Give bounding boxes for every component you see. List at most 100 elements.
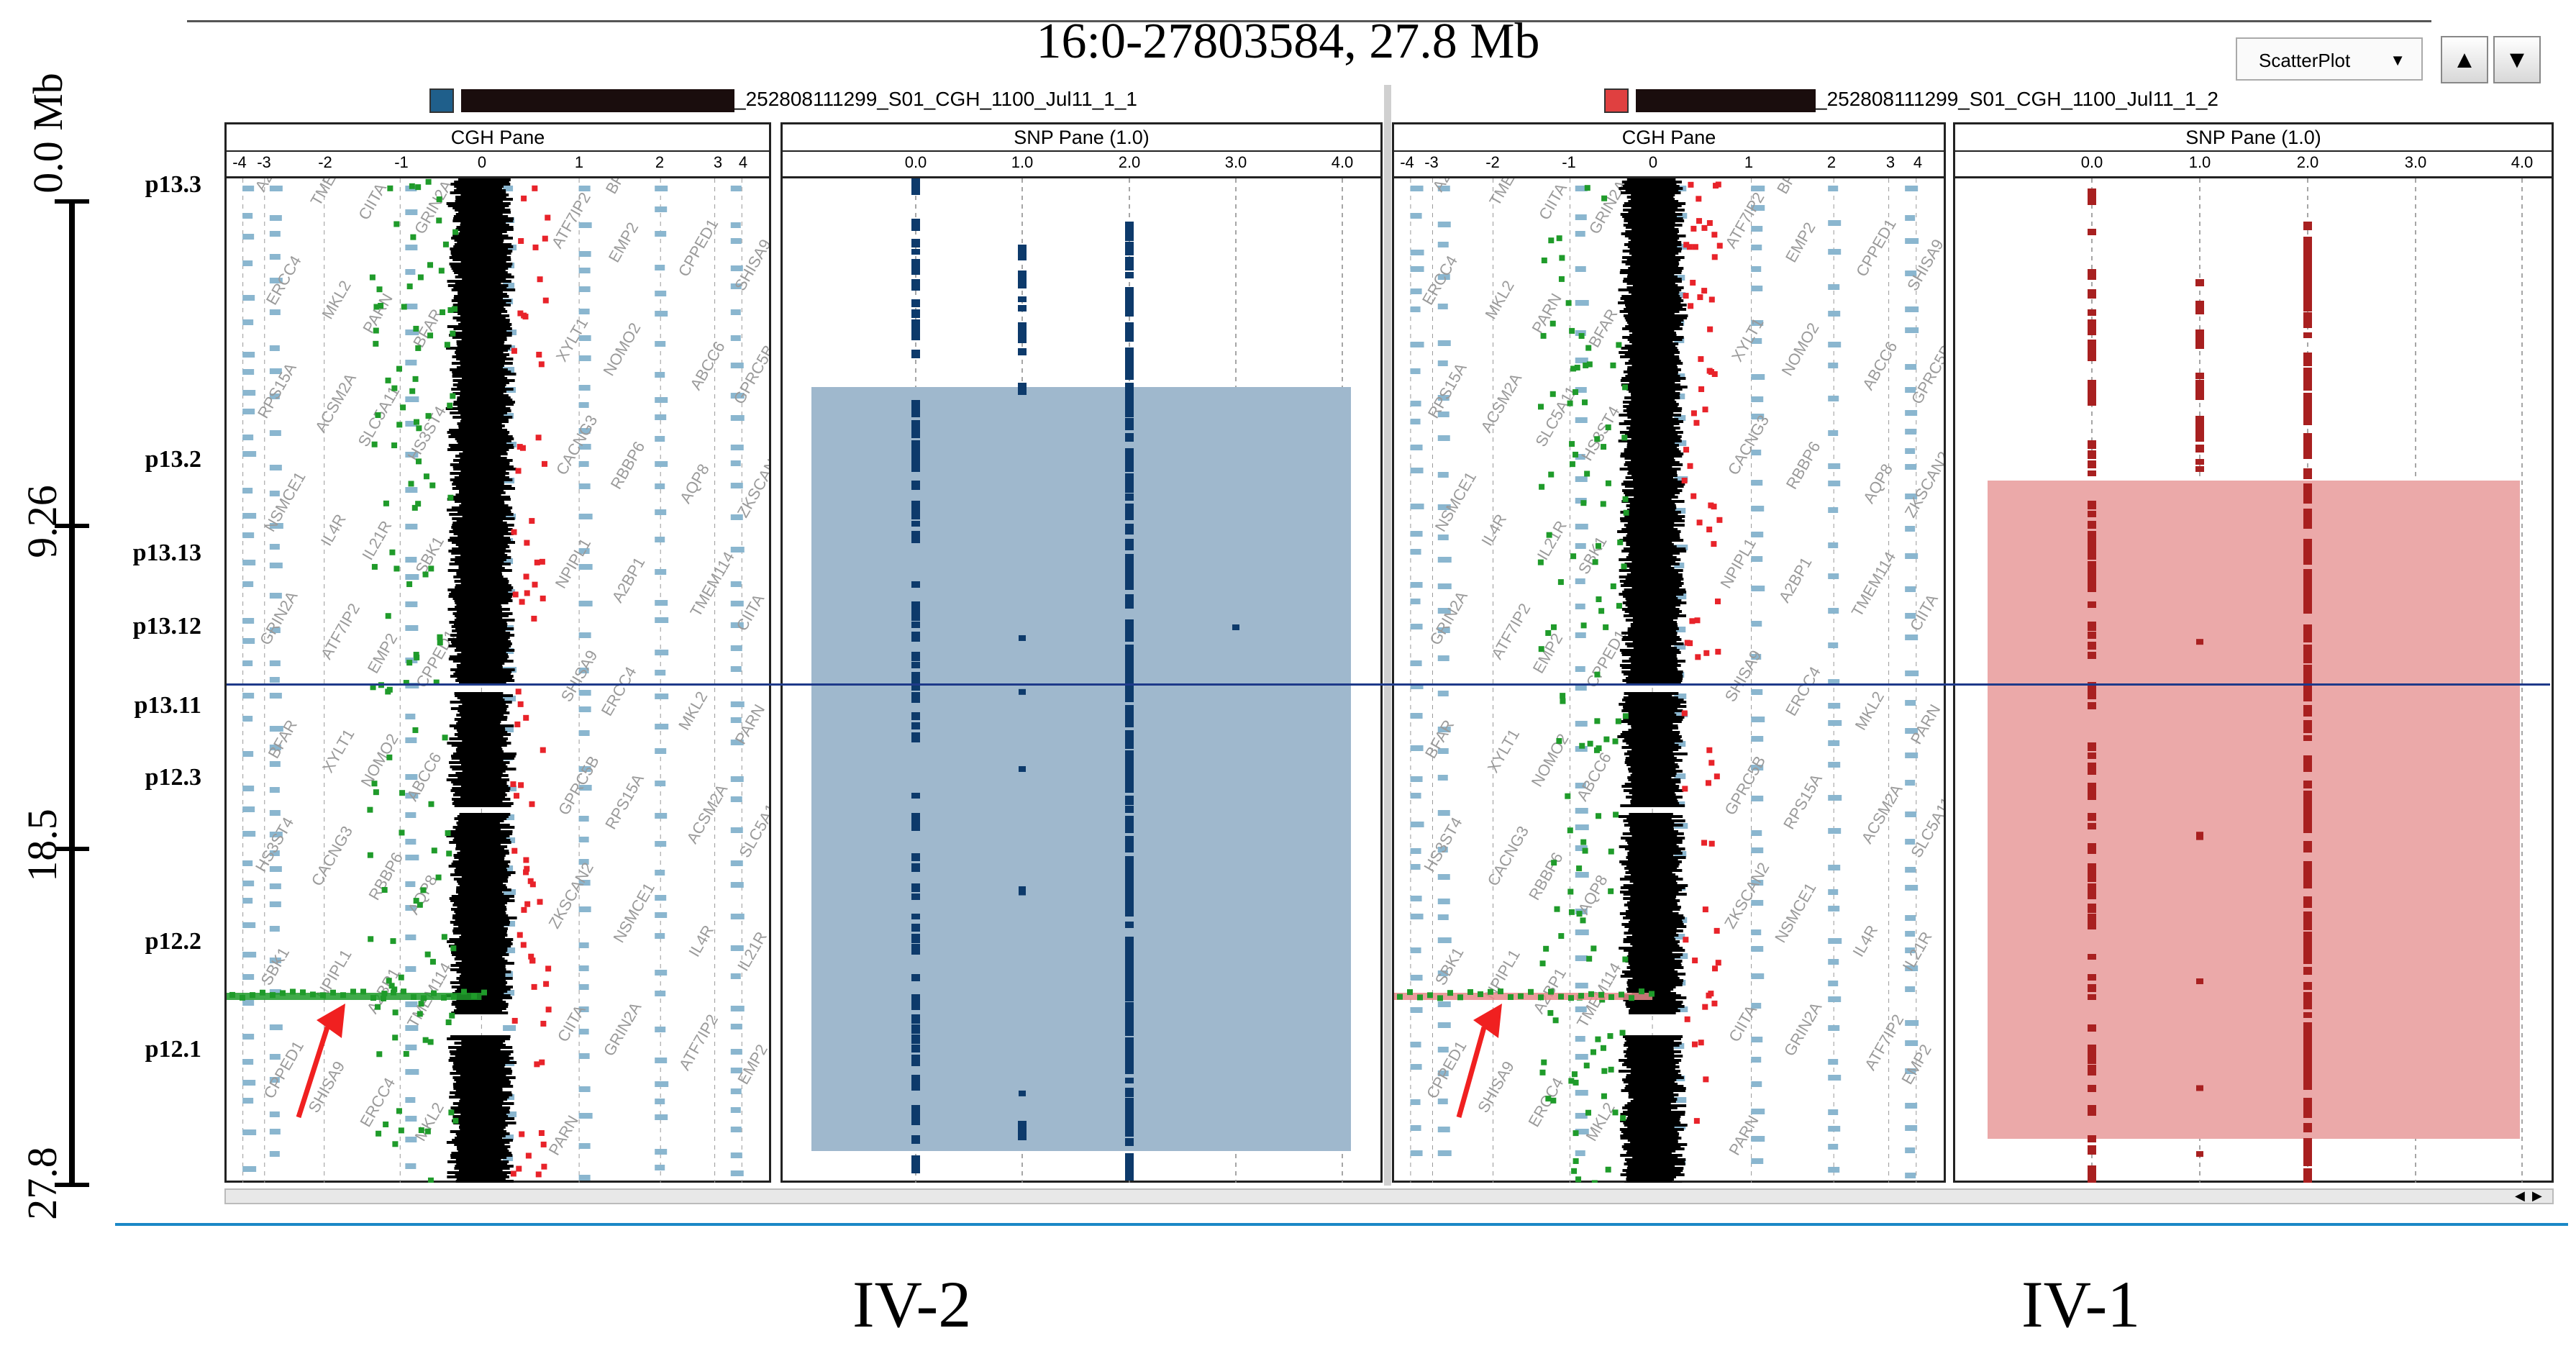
probe-cloud	[455, 694, 514, 697]
probe-cloud	[458, 291, 503, 294]
probe-cloud	[1630, 800, 1678, 803]
probe-cloud	[454, 817, 507, 820]
probe-cloud	[1628, 858, 1678, 861]
gain-probe	[1698, 1040, 1704, 1046]
horizontal-scrollbar[interactable]	[224, 1188, 2554, 1204]
snp-dot	[911, 883, 920, 892]
loss-probe	[1583, 362, 1589, 368]
gene-block	[1410, 419, 1421, 424]
gain-probe	[1714, 598, 1721, 604]
gene-block	[578, 859, 589, 865]
probe-cloud	[462, 703, 506, 706]
snp-dot	[2303, 685, 2312, 696]
probe-cloud	[459, 504, 509, 507]
loss-probe	[1518, 993, 1524, 999]
cgh-axis: -4 -3 -2 -1 0 1 2 3 4	[1394, 152, 1944, 178]
position-marker-line[interactable]	[227, 683, 2550, 686]
probe-cloud	[458, 709, 507, 712]
gene-block	[242, 295, 255, 301]
gene-block	[1410, 864, 1421, 870]
gene-block	[655, 841, 667, 847]
probe-cloud	[1623, 996, 1687, 999]
snp-dot	[2303, 408, 2312, 416]
gene-label: SHISA9	[1721, 647, 1765, 704]
probe-cloud	[456, 729, 506, 732]
scroll-up-button[interactable]: ▲	[2441, 36, 2488, 83]
snp-pane[interactable]: SNP Pane (1.0) 0.0 1.0 2.0 3.0 4.0	[780, 122, 1383, 1183]
gene-block	[1905, 429, 1917, 435]
gene-block	[1905, 1173, 1916, 1178]
gene-block	[1575, 214, 1587, 220]
gene-block	[242, 451, 257, 457]
gene-block	[1905, 965, 1919, 971]
loss-probe	[290, 988, 296, 995]
scroll-right-icon[interactable]: ▶	[2532, 1188, 2542, 1203]
probe-cloud	[446, 778, 510, 781]
probe-cloud	[455, 647, 509, 650]
gene-block	[655, 724, 669, 729]
snp-dot	[2088, 1165, 2096, 1176]
probe-cloud	[1631, 293, 1679, 296]
gain-probe	[523, 573, 529, 580]
probe-cloud	[451, 642, 512, 645]
snp-dot	[911, 823, 920, 831]
loss-probe	[1649, 991, 1655, 997]
gene-block	[1751, 226, 1763, 232]
gene-label: CACNG3	[1484, 823, 1532, 889]
loss-probe	[1591, 1180, 1598, 1183]
probe-cloud	[1627, 841, 1683, 844]
loss-probe	[452, 306, 458, 312]
gene-block	[730, 1152, 742, 1158]
gene-block	[405, 1137, 417, 1142]
gain-probe	[510, 781, 516, 788]
probe-cloud	[462, 515, 506, 518]
gene-block	[269, 850, 280, 856]
gene-block	[655, 1027, 666, 1032]
cgh-pane[interactable]: CGH Pane -4 -3 -2 -1 0 1 2 3 4 A2BP1TMEM…	[1392, 122, 1946, 1183]
snp-dot	[2303, 438, 2312, 445]
loss-probe	[447, 402, 453, 409]
snp-dot	[1125, 297, 1134, 307]
gene-block	[1905, 238, 1919, 244]
probe-cloud	[1626, 1178, 1674, 1181]
scroll-left-icon[interactable]: ◀	[2515, 1188, 2525, 1203]
loss-probe	[1585, 1109, 1592, 1116]
gene-block	[1674, 476, 1688, 482]
probe-cloud	[450, 472, 509, 475]
probe-cloud	[452, 1115, 509, 1118]
panel-divider[interactable]	[1384, 85, 1391, 1186]
scroll-down-button[interactable]: ▼	[2493, 36, 2541, 83]
gain-probe	[1693, 419, 1700, 426]
probe-cloud	[1626, 856, 1686, 859]
probe-cloud	[453, 927, 508, 930]
probe-cloud	[1628, 908, 1680, 911]
gene-block	[1437, 1047, 1449, 1052]
probe-cloud	[449, 496, 511, 499]
probe-cloud	[1629, 334, 1677, 337]
loss-probe	[1570, 553, 1577, 560]
probe-cloud	[1621, 651, 1681, 654]
probe-cloud	[1628, 211, 1675, 214]
gene-block	[242, 435, 254, 440]
view-select[interactable]: ScatterPlot ▼	[2236, 37, 2423, 81]
gain-probe	[515, 468, 522, 474]
loss-probe	[1569, 441, 1575, 447]
loss-probe	[1554, 906, 1560, 912]
snp-pane[interactable]: SNP Pane (1.0) 0.0 1.0 2.0 3.0 4.0	[1953, 122, 2554, 1183]
gene-label: SHISA9	[304, 1058, 348, 1116]
probe-cloud	[1619, 947, 1683, 950]
snp-dot	[911, 1135, 920, 1144]
snp-dot	[2303, 791, 2312, 802]
probe-cloud	[1629, 744, 1679, 747]
gene-label: ACSM2A	[311, 370, 360, 435]
snp-dot	[2303, 992, 2312, 1000]
gene-block	[1828, 720, 1842, 726]
gain-probe	[1683, 242, 1690, 248]
snp-dot	[1125, 363, 1134, 369]
probe-cloud	[1631, 748, 1679, 751]
loss-probe	[270, 992, 276, 999]
loss-probe	[436, 196, 442, 203]
cgh-pane[interactable]: CGH Pane -4 -3 -2 -1 0 1 2 3 4 A2BP1TMEM…	[224, 122, 771, 1183]
loss-probe	[427, 1039, 434, 1045]
loss-probe	[369, 274, 376, 281]
